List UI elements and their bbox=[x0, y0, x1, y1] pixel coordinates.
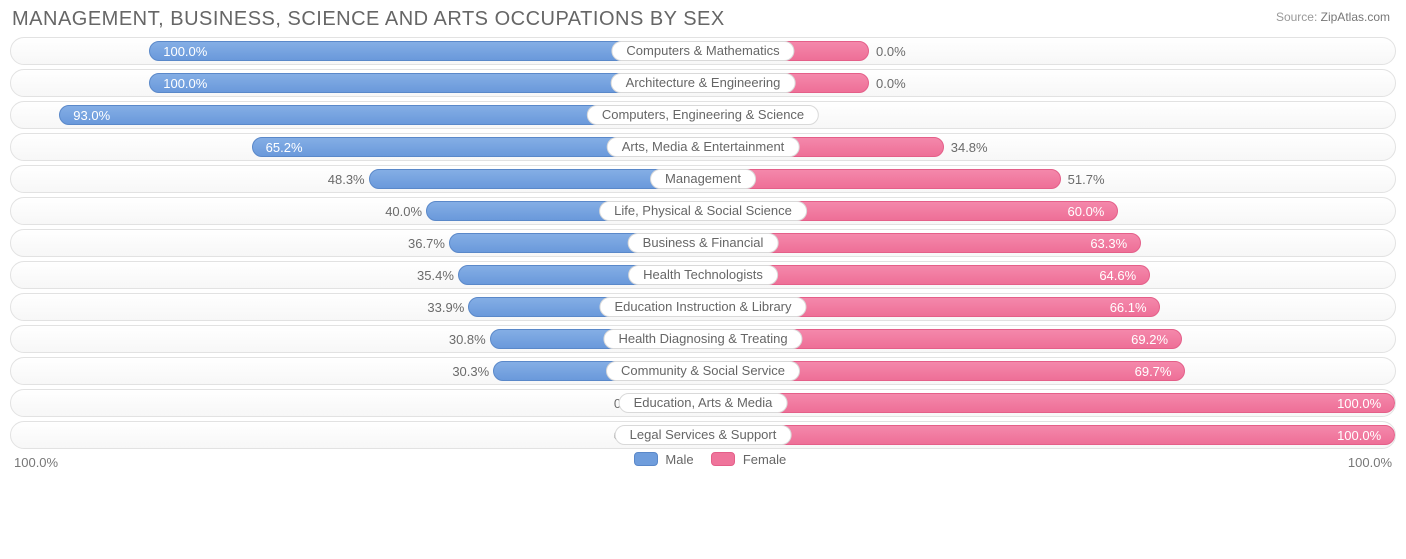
female-value: 34.8% bbox=[951, 134, 988, 161]
category-label: Health Technologists bbox=[628, 265, 778, 285]
legend: Male Female bbox=[10, 452, 1396, 467]
category-label: Education Instruction & Library bbox=[599, 297, 806, 317]
axis-left-label: 100.0% bbox=[14, 455, 58, 470]
category-label: Architecture & Engineering bbox=[611, 73, 796, 93]
source-name: ZipAtlas.com bbox=[1321, 10, 1390, 24]
chart-row: 33.9% 66.1% Education Instruction & Librar… bbox=[10, 293, 1396, 321]
category-label: Arts, Media & Entertainment bbox=[607, 137, 800, 157]
chart-row: 40.0% 60.0% Life, Physical & Social Scienc… bbox=[10, 197, 1396, 225]
male-value: 93.0% bbox=[73, 102, 110, 129]
chart-row: 100.0% 0.0% Computers & Mathematics bbox=[10, 37, 1396, 65]
female-value: 66.1% bbox=[1110, 294, 1147, 321]
male-value: 30.3% bbox=[452, 358, 489, 385]
chart-row: 35.4% 64.6% Health Technologists bbox=[10, 261, 1396, 289]
source-prefix: Source: bbox=[1276, 10, 1317, 24]
male-value: 33.9% bbox=[427, 294, 464, 321]
chart-title: MANAGEMENT, BUSINESS, SCIENCE AND ARTS O… bbox=[12, 8, 1396, 31]
chart-row: 30.3% 69.7% Community & Social Service bbox=[10, 357, 1396, 385]
category-label: Computers & Mathematics bbox=[611, 41, 794, 61]
chart-row: 100.0% 0.0% Architecture & Engineering bbox=[10, 69, 1396, 97]
male-value: 30.8% bbox=[449, 326, 486, 353]
category-label: Health Diagnosing & Treating bbox=[603, 329, 802, 349]
category-label: Legal Services & Support bbox=[615, 425, 792, 445]
male-value: 36.7% bbox=[408, 230, 445, 257]
category-label: Community & Social Service bbox=[606, 361, 800, 381]
female-value: 63.3% bbox=[1090, 230, 1127, 257]
female-value: 69.2% bbox=[1131, 326, 1168, 353]
legend-male-label: Male bbox=[665, 452, 693, 467]
male-value: 65.2% bbox=[266, 134, 303, 161]
legend-female-label: Female bbox=[743, 452, 786, 467]
legend-swatch-male bbox=[634, 452, 658, 466]
category-label: Management bbox=[650, 169, 756, 189]
female-value: 100.0% bbox=[1337, 422, 1381, 449]
female-value: 0.0% bbox=[876, 38, 906, 65]
female-value: 0.0% bbox=[876, 70, 906, 97]
male-value: 100.0% bbox=[163, 70, 207, 97]
category-label: Life, Physical & Social Science bbox=[599, 201, 807, 221]
male-value: 48.3% bbox=[328, 166, 365, 193]
chart-row: 48.3% 51.7% Management bbox=[10, 165, 1396, 193]
female-bar bbox=[703, 425, 1395, 445]
chart-row: 93.0%7.0%Computers, Engineering & Scienc… bbox=[10, 101, 1396, 129]
legend-swatch-female bbox=[711, 452, 735, 466]
female-value: 100.0% bbox=[1337, 390, 1381, 417]
axis-right-label: 100.0% bbox=[1348, 455, 1392, 470]
chart-row: 30.8% 69.2% Health Diagnosing & Treating bbox=[10, 325, 1396, 353]
source-attribution: Source: ZipAtlas.com bbox=[1276, 10, 1390, 24]
female-value: 51.7% bbox=[1068, 166, 1105, 193]
category-label: Education, Arts & Media bbox=[619, 393, 788, 413]
female-bar bbox=[703, 393, 1395, 413]
female-value: 60.0% bbox=[1068, 198, 1105, 225]
chart-row: 0.0%100.0%Legal Services & Support bbox=[10, 421, 1396, 449]
female-value: 69.7% bbox=[1135, 358, 1172, 385]
chart-row: 0.0%100.0%Education, Arts & Media bbox=[10, 389, 1396, 417]
chart-row: 36.7% 63.3% Business & Financial bbox=[10, 229, 1396, 257]
category-label: Business & Financial bbox=[628, 233, 779, 253]
male-value: 35.4% bbox=[417, 262, 454, 289]
category-label: Computers, Engineering & Science bbox=[587, 105, 819, 125]
chart-row: 65.2% 34.8% Arts, Media & Entertainment bbox=[10, 133, 1396, 161]
female-bar bbox=[703, 169, 1061, 189]
female-value: 64.6% bbox=[1099, 262, 1136, 289]
chart-rows: 100.0% 0.0% Computers & Mathematics 100.0% 0… bbox=[10, 37, 1396, 449]
male-value: 100.0% bbox=[163, 38, 207, 65]
male-value: 40.0% bbox=[385, 198, 422, 225]
